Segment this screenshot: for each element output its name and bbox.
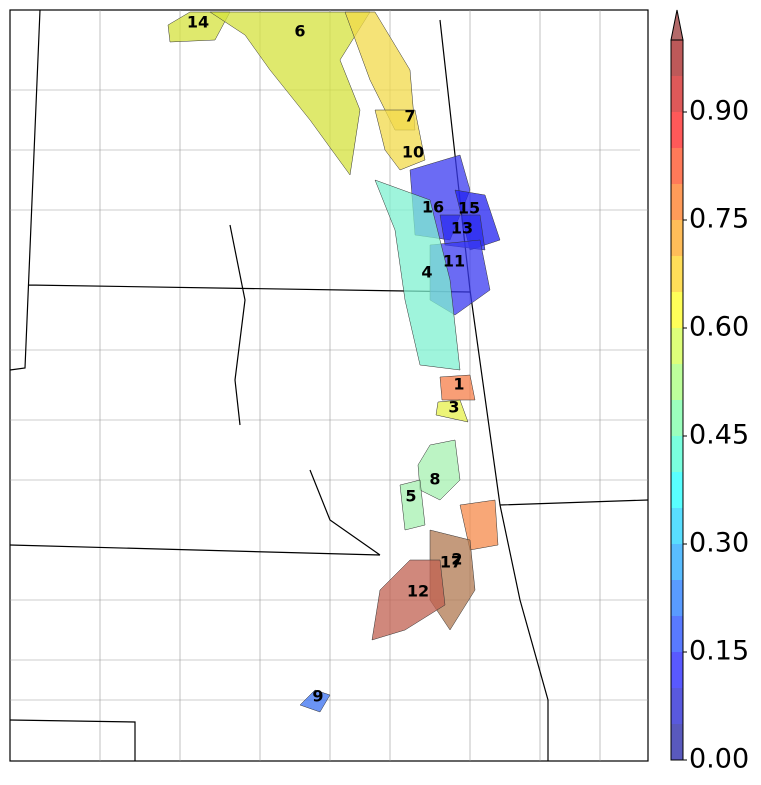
colorbar-band [671, 724, 683, 760]
colorbar-band [671, 112, 683, 148]
colorbar-tick-label: 0.45 [689, 420, 749, 451]
region [371, 559, 446, 641]
colorbar-band [671, 364, 683, 400]
colorbar-tick-label: 0.15 [689, 636, 749, 667]
colorbar-band [671, 544, 683, 580]
region-label: 13 [451, 219, 473, 238]
colorbar-band [671, 328, 683, 364]
region [299, 689, 331, 713]
region-label: 5 [405, 487, 416, 506]
colorbar-band [671, 184, 683, 220]
region [459, 499, 499, 551]
region-label: 10 [402, 143, 424, 162]
colorbar-band [671, 292, 683, 328]
colorbar-band [671, 400, 683, 436]
colorbar-band [671, 40, 683, 76]
colorbar-tick-label: 0.30 [689, 528, 749, 559]
colorbar-tick-label: 0.00 [689, 744, 749, 775]
region [439, 374, 476, 401]
region-label: 3 [448, 398, 459, 417]
colorbar-band [671, 220, 683, 256]
region-label: 6 [294, 22, 305, 41]
region-label: 7 [404, 107, 415, 126]
region-label: 17 [440, 553, 462, 572]
region [167, 11, 231, 43]
region-label: 9 [312, 687, 323, 706]
colorbar-tick-label: 0.90 [689, 96, 749, 127]
colorbar-extend [670, 9, 684, 41]
region-label: 11 [443, 252, 465, 271]
region-label: 4 [421, 263, 432, 282]
region-label: 14 [187, 13, 209, 32]
colorbar-band [671, 148, 683, 184]
counties [10, 10, 648, 761]
colorbar-band [671, 580, 683, 616]
region-label: 16 [422, 198, 444, 217]
colorbar: 0.00 0.15 0.30 0.45 0.60 0.75 0.90 [670, 9, 749, 775]
colorbar-band [671, 472, 683, 508]
colorbar-band [671, 76, 683, 112]
region [399, 479, 426, 531]
colorbar-band [671, 688, 683, 724]
region [417, 439, 461, 501]
colorbar-band [671, 256, 683, 292]
colorbar-frame [670, 39, 684, 761]
colorbar-tick-label: 0.75 [689, 204, 749, 235]
region [374, 179, 461, 371]
region-label: 8 [429, 470, 440, 489]
region [374, 109, 426, 171]
colorbar-band [671, 508, 683, 544]
colorbar-band [671, 436, 683, 472]
colorbar-band [671, 616, 683, 652]
colorbar-band [671, 652, 683, 688]
state-borders [9, 9, 649, 761]
region-label: 12 [407, 582, 429, 601]
region-label: 1 [453, 375, 464, 394]
region [435, 399, 469, 423]
colorbar-tick-label: 0.60 [689, 312, 749, 343]
region-label: 15 [458, 199, 480, 218]
region-label: 2 [451, 550, 462, 569]
